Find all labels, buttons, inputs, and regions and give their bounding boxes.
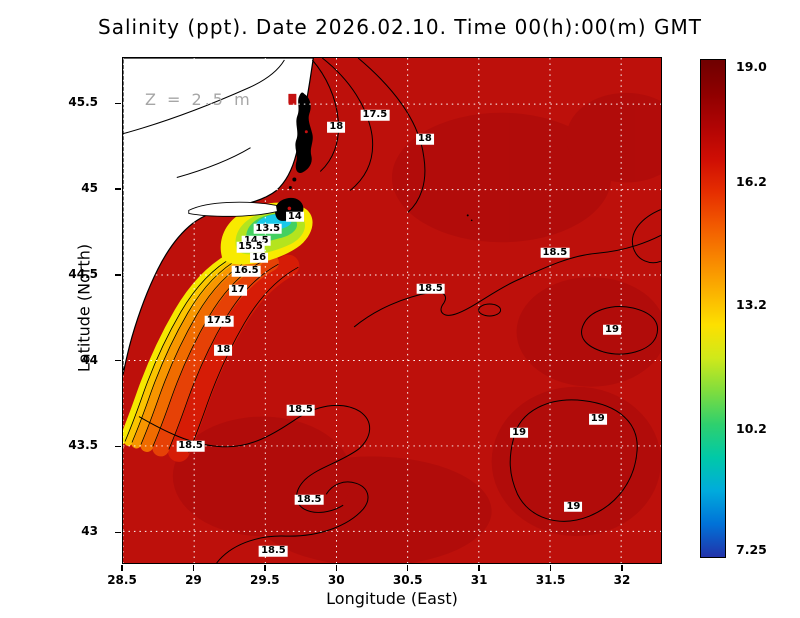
y-tick-label: 44: [81, 352, 98, 367]
grid-layer: [123, 58, 661, 563]
colorbar-tick-label: 16.2: [736, 174, 767, 190]
x-tick-mark: [264, 565, 266, 571]
contour-label: 19: [510, 426, 529, 438]
contour-label: 15.5: [236, 241, 265, 253]
plume-band-18: [167, 254, 300, 462]
x-tick-mark: [478, 565, 480, 571]
plot-area: Z = 2.5 m: [122, 57, 662, 564]
x-tick-mark: [121, 565, 123, 571]
plume-contour: [152, 260, 263, 447]
inland-coast-line: [123, 59, 285, 135]
contour-label: 18: [214, 344, 233, 356]
fresh-dot: [292, 177, 297, 182]
x-tick-label: 31.5: [535, 573, 566, 587]
contour-19-loop-b: [509, 399, 638, 522]
x-tick-label: 30: [327, 573, 345, 587]
y-tick-label: 43.5: [68, 438, 98, 453]
x-tick-label: 29: [185, 573, 202, 587]
contour-label: 17.5: [204, 314, 234, 327]
x-tick-mark: [621, 565, 623, 571]
contour-label: 17: [228, 284, 247, 296]
plume-contour: [168, 263, 279, 450]
contour-label: 16.5: [231, 265, 261, 277]
x-tick-mark: [549, 565, 552, 571]
contour-18.5-right-edge: [631, 208, 661, 264]
y-tick-mark: [115, 359, 121, 362]
contour-19-loop-a: [581, 306, 658, 355]
y-tick-mark: [115, 531, 121, 533]
y-tick-mark: [115, 274, 121, 276]
contour-18-top-2: [357, 58, 426, 213]
contour-label: 16: [250, 251, 269, 263]
colorbar: [700, 59, 726, 558]
depth-annotation: Z = 2.5 m: [145, 90, 253, 109]
y-tick-label: 45: [81, 181, 98, 196]
contour-label: 19: [564, 500, 583, 512]
y-tick-mark: [115, 102, 121, 105]
delta-red-cell: [288, 93, 297, 105]
contour-speck: [470, 219, 473, 222]
contour-18-top: [311, 59, 340, 172]
red-speck: [304, 130, 308, 134]
contour-label: 18.5: [259, 544, 288, 557]
contour-label: 18: [327, 121, 346, 133]
contour-small-loop: [478, 303, 502, 317]
colorbar-tick-label: 19.0: [736, 59, 767, 74]
contour-label: 14.5: [241, 234, 271, 246]
contour-label: 18.5: [294, 493, 324, 505]
delta-fresh-plume: [295, 92, 313, 173]
contour-speck: [466, 214, 469, 217]
contour-label: 18.5: [286, 404, 315, 416]
x-tick-label: 28.5: [107, 573, 137, 587]
y-tick-mark: [115, 188, 121, 190]
x-tick-label: 32: [613, 573, 631, 587]
plume-contour: [131, 256, 242, 443]
fresh-dot: [288, 185, 292, 189]
contour-label: 18.5: [416, 282, 445, 294]
contour-label: 18.5: [176, 440, 205, 452]
x-tick-label: 29.5: [250, 573, 280, 587]
y-tick-label: 43: [81, 524, 98, 539]
contour-label: 18.5: [540, 246, 570, 258]
plot-title: Salinity (ppt). Date 2026.02.10. Time 00…: [98, 15, 702, 39]
contour-17.5-top: [321, 58, 374, 191]
red-speck: [287, 206, 292, 211]
sea-shading: [172, 92, 661, 563]
plume-contour: [124, 255, 235, 442]
x-tick-mark: [335, 565, 338, 571]
plume-band-17: [140, 253, 263, 452]
salinity-map: [123, 58, 661, 563]
plume-band-16: [124, 252, 243, 446]
y-tick-mark: [115, 445, 121, 448]
plume-band-16.5: [131, 253, 252, 449]
contour-label: 17.5: [360, 109, 390, 121]
x-axis-title: Longitude (East): [326, 589, 458, 608]
contour-label: 18: [415, 133, 434, 145]
colorbar-tick-label: 13.2: [736, 297, 767, 313]
contour-label: 19: [588, 412, 607, 425]
y-tick-label: 44.5: [68, 266, 98, 281]
plume-contour: [140, 258, 251, 445]
x-tick-label: 30.5: [392, 573, 423, 587]
contour-label: 14: [285, 210, 304, 222]
contour-label: 19: [603, 323, 621, 336]
contour-18.5-bottom: [216, 481, 369, 563]
x-tick-label: 31: [470, 573, 488, 587]
contour-label: 13.5: [253, 222, 283, 234]
x-tick-mark: [406, 565, 409, 571]
x-tick-mark: [192, 565, 195, 571]
plume-band-15.5: [123, 252, 236, 445]
contour-18.5-low: [138, 404, 371, 513]
lagoon: [188, 201, 278, 217]
colorbar-tick-label: 10.2: [736, 420, 767, 436]
inland-coast-line: [176, 147, 251, 179]
plume-contour: [188, 266, 299, 453]
y-tick-label: 45.5: [68, 95, 98, 110]
colorbar-tick-label: 7.25: [736, 542, 767, 557]
